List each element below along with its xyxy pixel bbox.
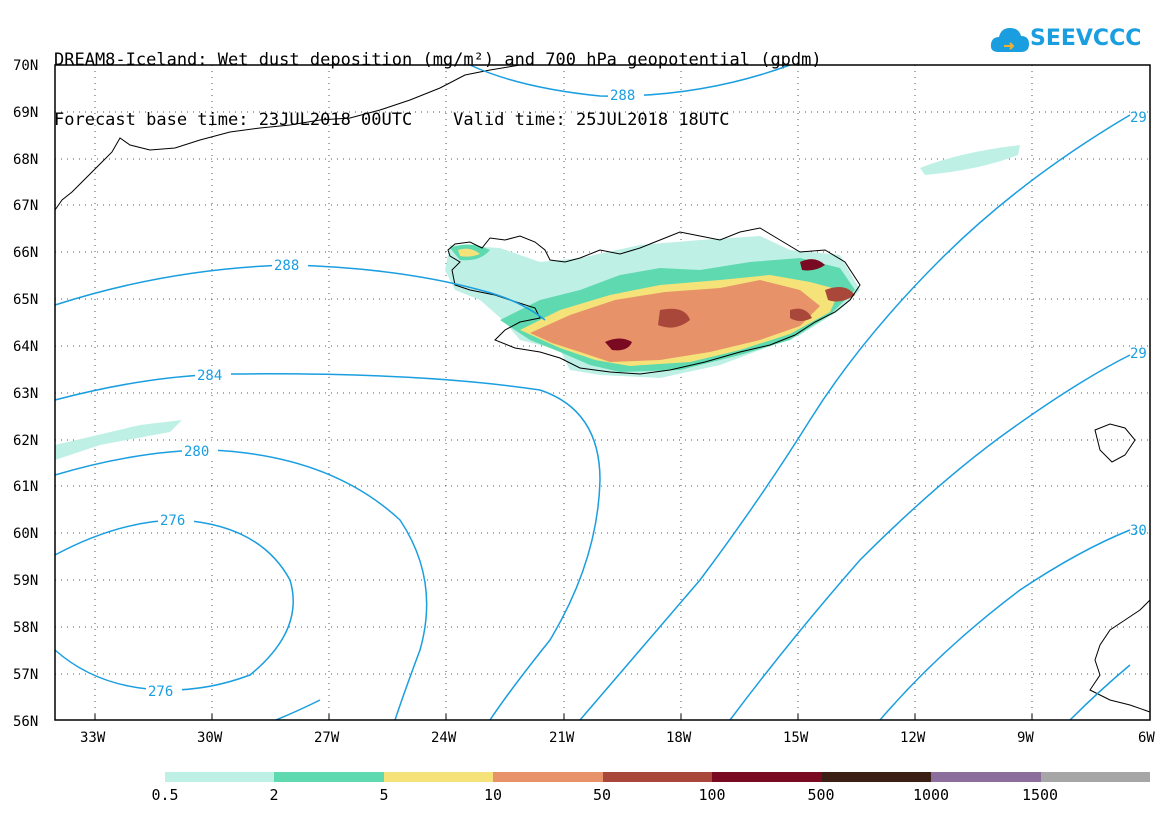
title-line-2: Forecast base time: 23JUL2018 00UTC Vali…	[54, 110, 730, 130]
seevccc-logo: SEEVCCC	[990, 22, 1142, 58]
contour-300	[879, 529, 1131, 721]
lat-label: 66N	[13, 245, 38, 261]
contour-280	[54, 449, 428, 721]
colorbar-swatch	[274, 772, 384, 782]
colorbar-swatch	[1040, 772, 1150, 782]
contour-276-low	[275, 699, 321, 721]
colorbar-label: 500	[807, 786, 835, 804]
contour-296	[729, 354, 1131, 721]
faroe-coastline	[1094, 423, 1136, 463]
contour-label-276-top: 276	[160, 513, 185, 529]
colorbar-label: 100	[698, 786, 726, 804]
contour-label-280: 280	[184, 444, 209, 460]
lat-label: 61N	[13, 479, 38, 495]
deposition-patch-west	[55, 420, 182, 460]
lat-label: 65N	[13, 292, 38, 308]
deposition-core-3	[800, 259, 825, 271]
lat-label: 59N	[13, 573, 38, 589]
contour-284	[54, 373, 601, 721]
deposition-core-5	[825, 286, 855, 302]
colorbar-label: 10	[483, 786, 503, 804]
colorbar-label: 1500	[1021, 786, 1059, 804]
lat-label: 70N	[13, 58, 38, 74]
cloud-icon	[990, 28, 1029, 52]
deposition-patch-east	[920, 145, 1020, 175]
colorbar-label: 50	[592, 786, 612, 804]
colorbar-swatch	[821, 772, 932, 782]
colorbar-swatch	[493, 772, 603, 782]
lat-label: 63N	[13, 386, 38, 402]
contour-276	[54, 519, 294, 691]
lat-label: 60N	[13, 526, 38, 542]
contour-label-29x-ne: 29	[1130, 110, 1147, 126]
colorbar-label: 2	[269, 786, 279, 804]
colorbar-labels: 0.5 2 5 10 50 100 500 1000 1500	[0, 786, 1175, 806]
colorbar-swatch	[165, 772, 275, 782]
dust-deposition-field	[55, 145, 1020, 460]
deposition-core-2	[658, 308, 690, 328]
contour-label-276-bottom: 276	[148, 684, 173, 700]
lat-label: 62N	[13, 433, 38, 449]
contour-label-29x-e: 29	[1130, 346, 1147, 362]
contour-288-west	[54, 264, 546, 321]
lat-label: 67N	[13, 198, 38, 214]
colorbar-swatch	[383, 772, 494, 782]
lon-label: 27W	[314, 730, 340, 746]
map-frame	[54, 64, 1151, 721]
lon-label: 15W	[783, 730, 809, 746]
deposition-core-1	[605, 338, 632, 351]
lon-label: 21W	[549, 730, 575, 746]
lat-label: 57N	[13, 667, 38, 683]
contour-label-288-north: 288	[610, 88, 635, 104]
lat-label: 56N	[13, 714, 38, 730]
colorbar-label: 1000	[912, 786, 950, 804]
greenland-coastline	[54, 64, 521, 211]
latitude-labels: 70N 69N 68N 67N 66N 65N 64N 63N 62N 61N …	[13, 58, 38, 730]
lat-label: 69N	[13, 105, 38, 121]
lon-label: 33W	[80, 730, 106, 746]
lon-label: 30W	[197, 730, 223, 746]
lat-label: 68N	[13, 152, 38, 168]
contour-labels: 288 288 284 280 276 276 29 29 30	[146, 87, 1147, 700]
lat-label: 58N	[13, 620, 38, 636]
axis-ticks	[94, 714, 1033, 720]
colorbar-swatch	[712, 772, 822, 782]
contour-label-284: 284	[197, 368, 222, 384]
lon-label: 12W	[900, 730, 926, 746]
lat-label: 64N	[13, 339, 38, 355]
contour-label-288-west: 288	[274, 258, 299, 274]
deposition-westfjords-core	[458, 248, 480, 257]
lon-label: 6W	[1138, 730, 1155, 746]
contour-label-30x: 30	[1130, 523, 1147, 539]
scotland-coastline	[1089, 599, 1151, 713]
colorbar-label: 0.5	[151, 786, 179, 804]
colorbar-swatch	[931, 772, 1041, 782]
deposition-core-4	[790, 308, 812, 321]
colorbar	[165, 772, 1150, 782]
contour-304	[1069, 664, 1131, 721]
longitude-labels: 33W 30W 27W 24W 21W 18W 15W 12W 9W 6W	[80, 730, 1155, 746]
colorbar-swatch	[602, 772, 713, 782]
contour-288-north	[469, 64, 791, 97]
logo-text: SEEVCCC	[1030, 26, 1142, 51]
lon-label: 18W	[666, 730, 692, 746]
lon-label: 24W	[431, 730, 457, 746]
lon-label: 9W	[1017, 730, 1034, 746]
contour-292	[579, 114, 1131, 721]
colorbar-label: 5	[379, 786, 389, 804]
